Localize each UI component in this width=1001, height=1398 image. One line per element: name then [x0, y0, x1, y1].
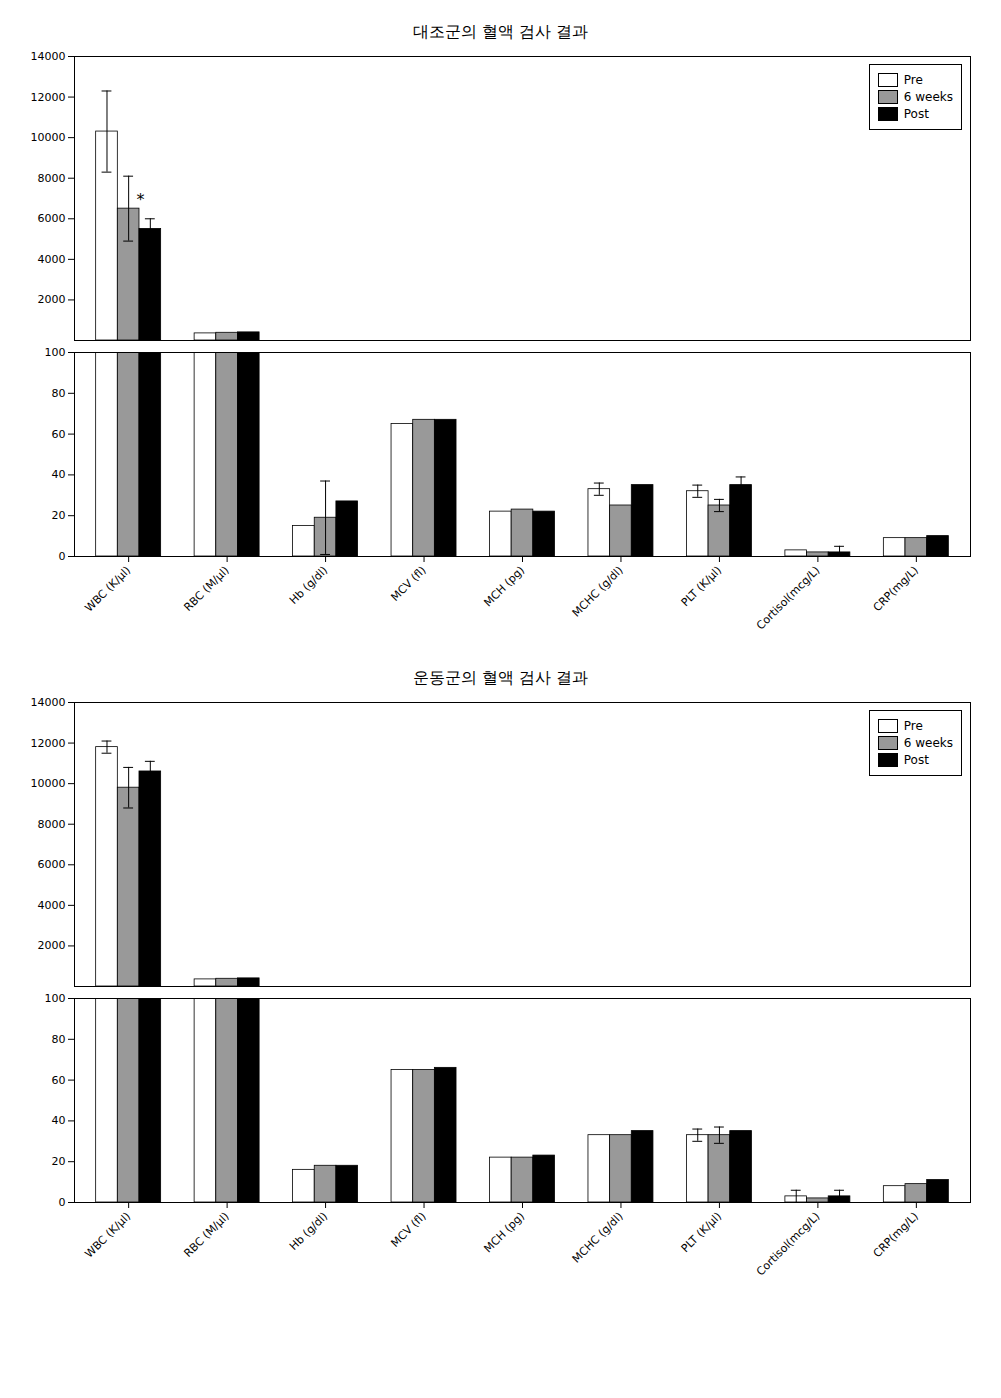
svg-text:2000: 2000 — [38, 939, 66, 952]
svg-text:RBC (M/μl): RBC (M/μl) — [182, 564, 232, 614]
svg-text:CRP(mg/L): CRP(mg/L) — [871, 564, 921, 614]
svg-text:MCH (pg): MCH (pg) — [482, 1210, 528, 1256]
svg-text:40: 40 — [52, 1114, 66, 1127]
svg-text:Hb (g/dl): Hb (g/dl) — [287, 564, 330, 607]
svg-text:MCH (pg): MCH (pg) — [482, 564, 528, 610]
svg-text:0: 0 — [59, 550, 66, 563]
svg-text:Cortisol(mcg/L): Cortisol(mcg/L) — [754, 1210, 823, 1279]
svg-text:14000: 14000 — [31, 50, 66, 63]
html-text:6 weeks: 6 weeks — [903, 90, 953, 104]
html-text:Post: Post — [903, 753, 929, 767]
svg-text:100: 100 — [45, 992, 66, 1005]
html-text:Pre: Pre — [903, 719, 923, 733]
svg-text:Cortisol(mcg/L): Cortisol(mcg/L) — [754, 564, 823, 633]
svg-text:14000: 14000 — [31, 696, 66, 709]
svg-text:8000: 8000 — [38, 818, 66, 831]
svg-text:6000: 6000 — [38, 858, 66, 871]
html-text:대조군의 혈액 검사 결과: 대조군의 혈액 검사 결과 — [412, 22, 589, 41]
svg-text:100: 100 — [45, 346, 66, 359]
svg-text:WBC (K/μl): WBC (K/μl) — [82, 1210, 133, 1261]
svg-text:*: * — [137, 190, 145, 209]
svg-text:60: 60 — [52, 428, 66, 441]
svg-text:4000: 4000 — [38, 253, 66, 266]
svg-text:MCHC (g/dl): MCHC (g/dl) — [570, 1210, 626, 1266]
svg-text:MCV (fl): MCV (fl) — [389, 1210, 429, 1250]
html-text:운동군의 혈액 검사 결과: 운동군의 혈액 검사 결과 — [412, 668, 589, 687]
svg-text:12000: 12000 — [31, 737, 66, 750]
svg-text:0: 0 — [59, 1196, 66, 1209]
svg-text:80: 80 — [52, 1033, 66, 1046]
svg-text:MCV (fl): MCV (fl) — [389, 564, 429, 604]
svg-text:80: 80 — [52, 387, 66, 400]
html-text:Post: Post — [903, 107, 929, 121]
svg-text:6000: 6000 — [38, 212, 66, 225]
svg-text:10000: 10000 — [31, 131, 66, 144]
svg-text:PLT (K/μl): PLT (K/μl) — [679, 564, 724, 609]
html-text:6 weeks: 6 weeks — [903, 736, 953, 750]
svg-text:RBC (M/μl): RBC (M/μl) — [182, 1210, 232, 1260]
svg-text:40: 40 — [52, 468, 66, 481]
svg-text:CRP(mg/L): CRP(mg/L) — [871, 1210, 921, 1260]
svg-text:4000: 4000 — [38, 899, 66, 912]
svg-text:WBC (K/μl): WBC (K/μl) — [82, 564, 133, 615]
svg-text:60: 60 — [52, 1074, 66, 1087]
svg-text:12000: 12000 — [31, 91, 66, 104]
html-text:Pre: Pre — [903, 73, 923, 87]
svg-text:Hb (g/dl): Hb (g/dl) — [287, 1210, 330, 1253]
svg-text:20: 20 — [52, 1155, 66, 1168]
svg-text:8000: 8000 — [38, 172, 66, 185]
svg-text:10000: 10000 — [31, 777, 66, 790]
svg-text:2000: 2000 — [38, 293, 66, 306]
svg-text:PLT (K/μl): PLT (K/μl) — [679, 1210, 724, 1255]
svg-text:20: 20 — [52, 509, 66, 522]
svg-text:MCHC (g/dl): MCHC (g/dl) — [570, 564, 626, 620]
